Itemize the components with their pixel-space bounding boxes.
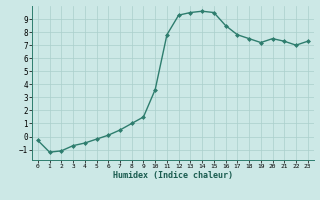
X-axis label: Humidex (Indice chaleur): Humidex (Indice chaleur): [113, 171, 233, 180]
